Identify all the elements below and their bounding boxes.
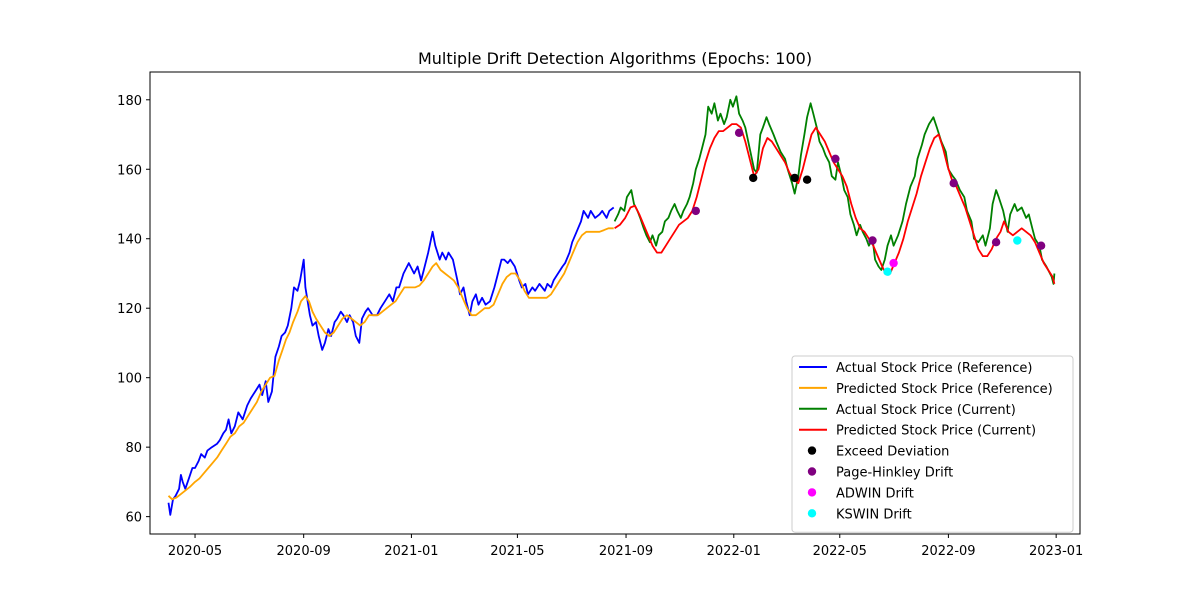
legend: Actual Stock Price (Reference) Predicted … (791, 355, 1074, 533)
legend-swatch-exceed-deviation (807, 446, 817, 455)
y-tick-label: 180 (117, 94, 142, 109)
y-tick-label: 100 (117, 372, 142, 387)
plot-frame (149, 71, 1081, 535)
legend-label-predicted-stock-price-reference: Predicted Stock Price (Reference) (836, 382, 1053, 397)
marker-page-hinkley-drift (1036, 241, 1046, 250)
legend-label-predicted-stock-price-current: Predicted Stock Price (Current) (836, 424, 1036, 439)
series-line-actual-stock-price-reference (167, 206, 615, 516)
legend-label-actual-stock-price-reference: Actual Stock Price (Reference) (836, 361, 1032, 376)
marker-exceed-deviation (802, 175, 812, 184)
y-tick-label: 160 (117, 163, 142, 178)
x-tick-label: 2022-05 (813, 544, 867, 559)
series-line-actual-stock-price-current (613, 95, 1056, 285)
x-tick-label: 2021-09 (599, 544, 653, 559)
y-axis-ticks: 60 80 100 120 140 160 180 (117, 94, 150, 526)
marker-page-hinkley-drift (868, 236, 877, 245)
marker-page-hinkley-drift (734, 128, 744, 137)
marker-adwin-drift (889, 258, 898, 268)
marker-kswin-drift (1013, 236, 1022, 245)
marker-page-hinkley-drift (691, 206, 700, 216)
x-tick-label: 2021-01 (384, 544, 438, 559)
marker-page-hinkley-drift (949, 179, 958, 188)
legend-swatch-page-hinkley-drift (807, 467, 817, 476)
y-tick-label: 80 (125, 441, 142, 456)
y-tick-label: 60 (125, 511, 142, 526)
chart-title: Multiple Drift Detection Algorithms (Epo… (418, 49, 812, 68)
series-lines (167, 95, 1056, 516)
drift-markers (691, 128, 1046, 276)
y-tick-label: 120 (117, 302, 142, 317)
marker-page-hinkley-drift (991, 238, 1001, 247)
legend-label-page-hinkley-drift: Page-Hinkley Drift (836, 466, 953, 481)
legend-label-exceed-deviation: Exceed Deviation (836, 445, 949, 460)
x-tick-label: 2020-05 (168, 544, 222, 559)
marker-exceed-deviation (790, 173, 799, 183)
marker-page-hinkley-drift (831, 154, 840, 163)
series-line-predicted-stock-price-reference (167, 227, 614, 501)
y-tick-label: 140 (117, 233, 142, 248)
legend-label-kswin-drift: KSWIN Drift (836, 507, 912, 522)
marker-exceed-deviation (749, 173, 758, 183)
legend-swatch-adwin-drift (807, 488, 817, 497)
x-tick-label: 2020-09 (277, 544, 331, 559)
x-tick-label: 2022-01 (707, 544, 761, 559)
series-line-predicted-stock-price-current (614, 123, 1056, 285)
x-tick-label: 2022-09 (921, 544, 975, 559)
legend-label-actual-stock-price-current: Actual Stock Price (Current) (836, 403, 1016, 418)
x-tick-label: 2023-01 (1029, 544, 1083, 559)
x-axis-ticks: 2020-05 2020-09 2021-01 2021-05 2021-09 2022-… (168, 534, 1083, 559)
legend-swatch-kswin-drift (807, 509, 817, 518)
x-tick-label: 2021-05 (490, 544, 544, 559)
legend-label-adwin-drift: ADWIN Drift (836, 486, 914, 501)
legend-box (791, 355, 1074, 533)
marker-kswin-drift (883, 267, 892, 276)
